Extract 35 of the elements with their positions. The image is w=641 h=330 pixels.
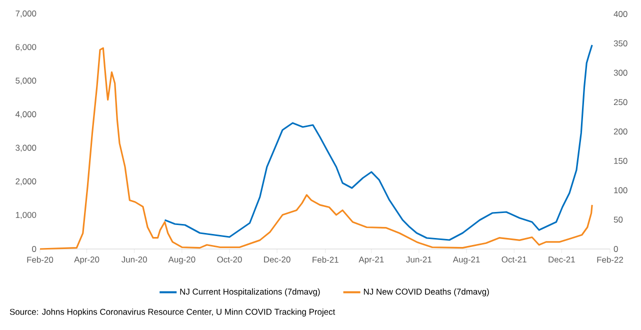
y-tick-label: 2,000 xyxy=(16,178,36,186)
line-series xyxy=(164,44,593,241)
x-tick-label: Aug-21 xyxy=(452,256,480,264)
x-tick-label: Aug-20 xyxy=(168,256,196,264)
legend-label: NJ New COVID Deaths (7dmavg) xyxy=(364,288,489,296)
y-tick-label: 3,000 xyxy=(16,144,36,152)
x-tick-label: Dec-21 xyxy=(548,256,575,263)
y2-tick-label: 400 xyxy=(614,11,628,17)
y-tick-label: 6,000 xyxy=(16,44,36,52)
y2-tick-label: 300 xyxy=(614,70,628,76)
x-tick-label: Jun-21 xyxy=(406,256,432,263)
x-tick-label: Feb-21 xyxy=(312,256,338,263)
x-tick-label: Oct-20 xyxy=(217,256,242,263)
x-tick-label: Apr-21 xyxy=(358,256,384,264)
y2-tick-label: 0 xyxy=(614,246,618,252)
y2-tick-label: 250 xyxy=(614,99,628,106)
x-tick-label: Feb-22 xyxy=(597,256,623,263)
x-tick-label: Apr-20 xyxy=(74,256,100,264)
y-tick-label: 4,000 xyxy=(15,111,36,118)
y2-tick-label: 100 xyxy=(614,187,628,194)
legend-label: NJ Current Hospitalizations (7dmavg) xyxy=(180,288,320,296)
line-series xyxy=(39,47,593,250)
y-tick-label: 1,000 xyxy=(16,212,36,219)
x-tick-label: Jun-20 xyxy=(122,256,147,263)
y-tick-label: 5,000 xyxy=(16,78,36,85)
source-note: Source: Johns Hopkins Coronavirus Resource Center, U Minn COVID Tracking Project xyxy=(10,308,336,316)
y2-tick-label: 50 xyxy=(614,216,623,223)
y2-tick-label: 350 xyxy=(614,40,628,46)
y-tick-label: 0 xyxy=(32,246,36,252)
y2-tick-label: 200 xyxy=(614,128,628,134)
x-tick-label: Dec-20 xyxy=(264,256,290,263)
y2-tick-label: 150 xyxy=(614,158,628,164)
y-tick-label: 7,000 xyxy=(16,10,36,18)
x-tick-label: Oct-21 xyxy=(502,256,526,263)
x-tick-label: Feb-20 xyxy=(27,256,54,263)
